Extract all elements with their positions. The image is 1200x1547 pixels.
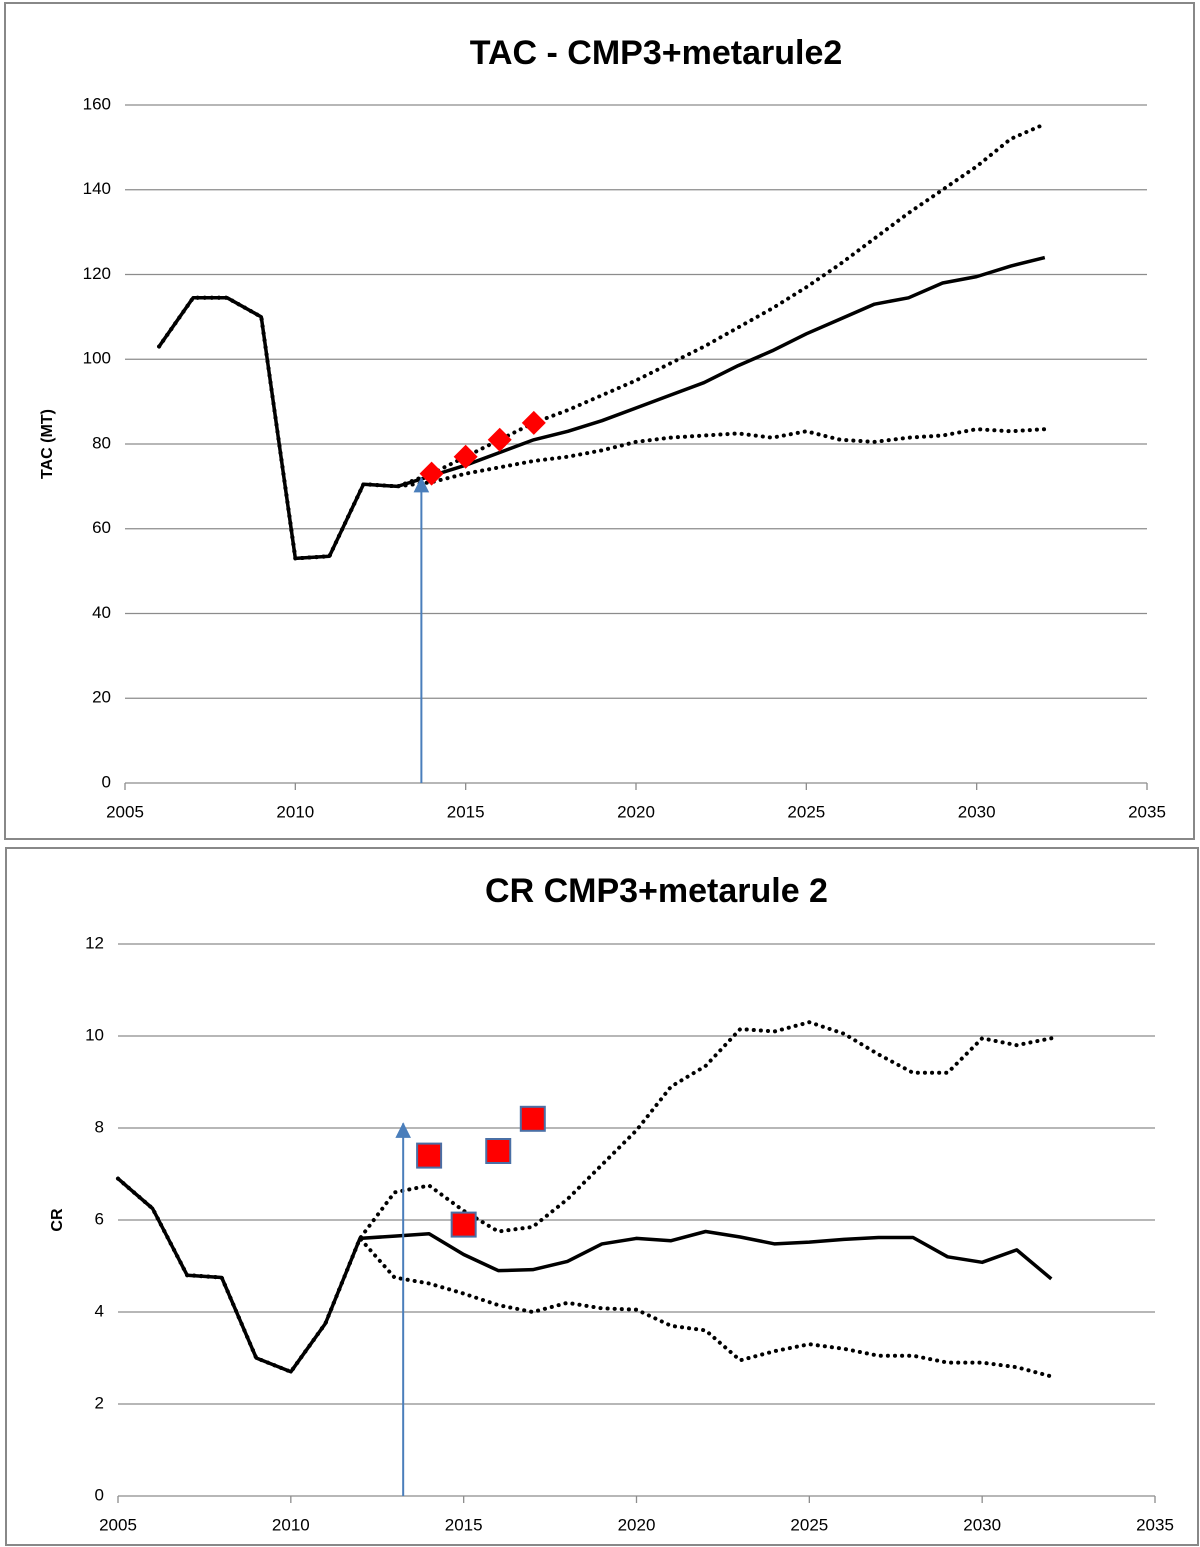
x-tick-label: 2025 [790, 1515, 828, 1534]
x-tick-label: 2010 [272, 1515, 310, 1534]
x-tick-label: 2035 [1128, 802, 1166, 821]
series-line [116, 1020, 1054, 1374]
y-tick-label: 4 [95, 1301, 104, 1320]
chart-title: TAC - CMP3+metarule2 [470, 34, 843, 72]
y-tick-label: 8 [95, 1117, 104, 1136]
marker [521, 410, 546, 435]
x-tick-label: 2030 [958, 802, 996, 821]
chart-frame [4, 2, 1195, 840]
marker [419, 461, 444, 486]
x-tick-label: 2020 [618, 1515, 656, 1534]
series-line [157, 255, 1046, 561]
y-tick-label: 0 [102, 772, 111, 791]
series-line [157, 122, 1047, 561]
y-tick-label: 80 [92, 433, 111, 452]
y-tick-label: 100 [83, 349, 111, 368]
chart-frame [5, 847, 1199, 1546]
y-axis-label: CR [49, 1208, 66, 1232]
x-tick-label: 2025 [787, 802, 825, 821]
x-tick-label: 2015 [447, 802, 485, 821]
y-tick-label: 140 [83, 179, 111, 198]
x-tick-label: 2035 [1136, 1515, 1174, 1534]
x-tick-label: 2015 [445, 1515, 483, 1534]
series-line [116, 1177, 1053, 1374]
chart-title: CR CMP3+metarule 2 [485, 872, 828, 910]
series-line [116, 1176, 1054, 1379]
y-tick-label: 0 [95, 1485, 104, 1504]
x-tick-label: 2030 [963, 1515, 1001, 1534]
y-tick-label: 20 [92, 688, 111, 707]
marker [416, 1142, 443, 1169]
y-tick-label: 12 [85, 933, 104, 952]
x-tick-label: 2010 [276, 802, 314, 821]
x-tick-label: 2005 [106, 802, 144, 821]
x-tick-label: 2005 [99, 1515, 137, 1534]
marker [519, 1105, 546, 1132]
y-tick-label: 160 [83, 94, 111, 113]
x-tick-label: 2020 [617, 802, 655, 821]
y-tick-label: 10 [85, 1025, 104, 1044]
marker [453, 444, 478, 469]
arrow-head [413, 476, 430, 493]
arrow-head [395, 1122, 411, 1138]
marker [450, 1211, 477, 1238]
y-axis-label: TAC (MT) [39, 409, 56, 479]
y-tick-label: 60 [92, 518, 111, 537]
marker [485, 1138, 512, 1164]
marker [487, 427, 512, 452]
y-tick-label: 40 [92, 603, 111, 622]
y-tick-label: 2 [95, 1393, 104, 1412]
y-tick-label: 6 [95, 1209, 104, 1228]
series-line [157, 295, 1047, 561]
y-tick-label: 120 [83, 264, 111, 283]
